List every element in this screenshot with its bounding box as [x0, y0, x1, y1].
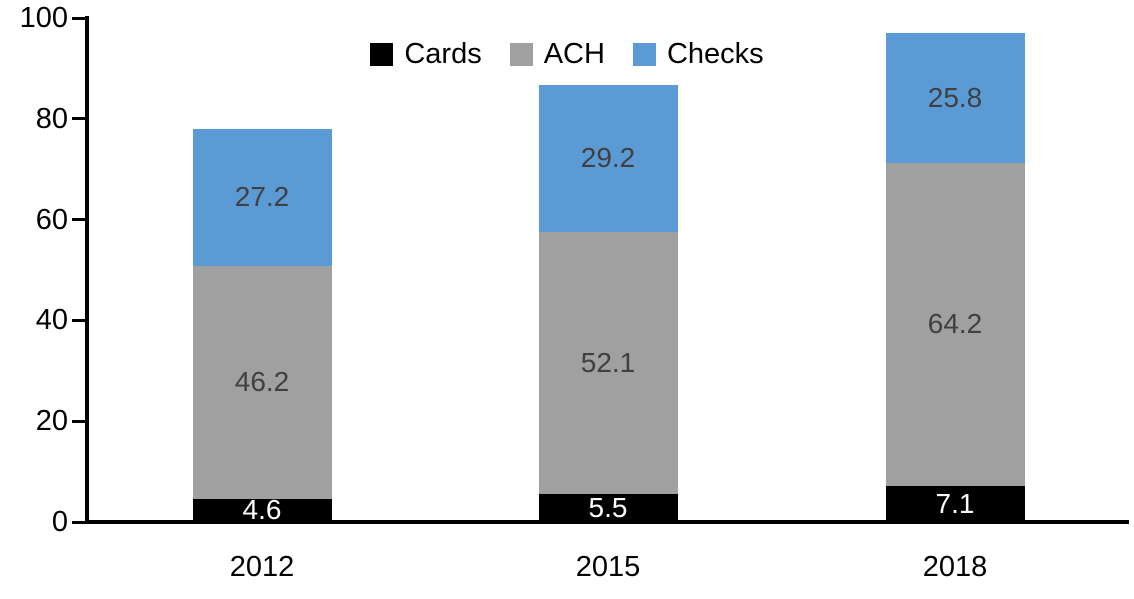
- x-axis-label-2018: 2018: [922, 551, 988, 583]
- y-axis-line: [85, 16, 89, 524]
- y-tick-label: 20: [35, 405, 68, 438]
- legend-label: Cards: [404, 38, 482, 70]
- y-tick-label: 100: [19, 2, 68, 34]
- data-label: 52.1: [580, 346, 636, 378]
- legend-item-checks: Checks: [632, 38, 764, 70]
- x-axis-label-2015: 2015: [575, 551, 641, 583]
- data-label: 46.2: [234, 366, 290, 398]
- y-tick-label: 60: [35, 203, 68, 236]
- data-label: 29.2: [580, 142, 636, 174]
- bar-segment-cards-2015: 5.5: [538, 492, 678, 524]
- data-label: 25.8: [927, 81, 983, 113]
- bar-segment-cards-2012: 4.6: [192, 494, 332, 526]
- legend-label: ACH: [543, 38, 605, 70]
- legend: Cards ACH Checks: [0, 38, 1134, 70]
- y-tick-label: 0: [51, 506, 68, 538]
- y-tick-mark: [72, 520, 85, 524]
- legend-item-cards: Cards: [370, 38, 482, 70]
- y-tick-mark: [72, 419, 85, 423]
- bar-segment-cards-2018: 7.1: [885, 486, 1025, 522]
- bar-segment-checks-2012: 27.2: [192, 128, 332, 266]
- x-axis-label-2012: 2012: [229, 551, 295, 583]
- data-label: 64.2: [927, 308, 983, 340]
- data-label: 5.5: [588, 492, 628, 524]
- legend-swatch-icon: [370, 42, 394, 66]
- legend-swatch-icon: [509, 42, 533, 66]
- x-axis-line: [85, 520, 1129, 524]
- bar-segment-ach-2015: 52.1: [538, 231, 678, 495]
- data-label: 27.2: [234, 181, 290, 213]
- bar-segment-ach-2018: 64.2: [885, 162, 1025, 487]
- legend-label: Checks: [666, 38, 764, 70]
- bar-segment-checks-2015: 29.2: [538, 84, 678, 232]
- y-tick-mark: [72, 16, 85, 20]
- data-label: 7.1: [935, 488, 975, 520]
- y-tick-label: 40: [35, 304, 68, 337]
- y-tick-mark: [72, 218, 85, 222]
- y-tick-mark: [72, 117, 85, 121]
- legend-swatch-icon: [632, 42, 656, 66]
- data-label: 4.6: [242, 494, 282, 526]
- bar-segment-ach-2012: 46.2: [192, 265, 332, 499]
- y-tick-mark: [72, 318, 85, 322]
- y-tick-label: 80: [35, 102, 68, 135]
- legend-item-ach: ACH: [509, 38, 605, 70]
- bar-segment-checks-2018: 25.8: [885, 32, 1025, 163]
